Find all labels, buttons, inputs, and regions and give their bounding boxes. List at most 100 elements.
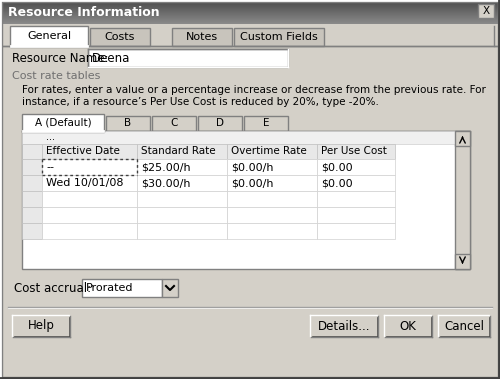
Bar xyxy=(2,22,498,23)
Text: Notes: Notes xyxy=(186,32,218,42)
Text: X: X xyxy=(482,6,490,16)
Text: Effective Date: Effective Date xyxy=(46,147,120,157)
Bar xyxy=(13,316,71,338)
Bar xyxy=(22,131,455,144)
Bar xyxy=(2,20,498,21)
Bar xyxy=(2,16,498,17)
Bar xyxy=(455,131,470,146)
Bar xyxy=(2,6,498,7)
Text: Costs: Costs xyxy=(105,32,135,42)
Bar xyxy=(22,175,42,191)
Bar xyxy=(42,191,137,207)
Text: Per Use Cost: Per Use Cost xyxy=(321,147,387,157)
Text: C: C xyxy=(170,119,177,128)
Bar xyxy=(2,10,498,11)
Text: Deena: Deena xyxy=(92,52,130,64)
Bar xyxy=(317,207,395,223)
Bar xyxy=(88,49,288,67)
Bar xyxy=(2,12,498,13)
Bar xyxy=(106,116,150,131)
Bar xyxy=(198,116,242,131)
Text: $30.00/h: $30.00/h xyxy=(141,178,190,188)
Text: D: D xyxy=(216,119,224,128)
Text: --: -- xyxy=(46,162,54,172)
Text: $0.00/h: $0.00/h xyxy=(231,178,274,188)
Bar xyxy=(12,315,70,337)
Bar xyxy=(317,223,395,239)
Bar xyxy=(2,2,498,3)
Bar xyxy=(22,131,470,269)
Bar xyxy=(384,315,432,337)
Bar xyxy=(2,5,498,6)
Text: Details...: Details... xyxy=(318,319,370,332)
Bar xyxy=(317,159,395,175)
Bar xyxy=(2,13,498,14)
Bar xyxy=(227,159,317,175)
Text: $25.00/h: $25.00/h xyxy=(141,162,190,172)
Bar xyxy=(22,114,104,132)
Bar xyxy=(42,223,137,239)
Bar xyxy=(137,191,227,207)
Bar xyxy=(22,159,42,175)
Text: instance, if a resource’s Per Use Cost is reduced by 20%, type -20%.: instance, if a resource’s Per Use Cost i… xyxy=(22,97,379,107)
Bar xyxy=(317,191,395,207)
Text: For rates, enter a value or a percentage increase or decrease from the previous : For rates, enter a value or a percentage… xyxy=(22,85,486,95)
Bar xyxy=(2,23,498,24)
Bar xyxy=(137,159,227,175)
Bar xyxy=(2,4,498,5)
Bar xyxy=(22,223,42,239)
Text: B: B xyxy=(124,119,132,128)
Bar xyxy=(227,175,317,191)
Text: Help: Help xyxy=(28,319,54,332)
Bar xyxy=(2,21,498,22)
Bar xyxy=(244,116,288,131)
Text: OK: OK xyxy=(400,319,416,332)
Bar xyxy=(478,4,494,18)
Text: E: E xyxy=(263,119,269,128)
Bar xyxy=(2,9,498,10)
Text: Resource Name:: Resource Name: xyxy=(12,52,108,64)
Text: A (Default): A (Default) xyxy=(34,117,92,127)
Bar xyxy=(42,207,137,223)
Text: Overtime Rate: Overtime Rate xyxy=(231,147,307,157)
Bar xyxy=(137,175,227,191)
Text: Resource Information: Resource Information xyxy=(8,6,160,19)
Text: $0.00: $0.00 xyxy=(321,178,352,188)
Bar xyxy=(2,19,498,20)
Text: $0.00/h: $0.00/h xyxy=(231,162,274,172)
Bar xyxy=(2,8,498,9)
Bar xyxy=(227,223,317,239)
Text: Standard Rate: Standard Rate xyxy=(141,147,216,157)
Text: ...: ... xyxy=(46,133,55,143)
Bar xyxy=(42,144,137,159)
Bar xyxy=(137,207,227,223)
Bar xyxy=(152,116,196,131)
Bar xyxy=(385,316,433,338)
Text: Cost accrual:: Cost accrual: xyxy=(14,282,91,294)
Text: Wed 10/01/08: Wed 10/01/08 xyxy=(46,178,124,188)
Bar xyxy=(137,144,227,159)
Bar xyxy=(455,131,470,269)
Text: General: General xyxy=(27,31,71,41)
Bar xyxy=(439,316,491,338)
Bar xyxy=(172,28,232,46)
Bar xyxy=(22,207,42,223)
Bar xyxy=(227,144,317,159)
Bar xyxy=(2,11,498,12)
Bar xyxy=(137,223,227,239)
Bar xyxy=(10,26,88,47)
Bar xyxy=(227,191,317,207)
Bar xyxy=(227,207,317,223)
Text: Prorated: Prorated xyxy=(86,283,134,293)
Text: $0.00: $0.00 xyxy=(321,162,352,172)
Bar xyxy=(162,279,178,297)
Bar xyxy=(317,144,395,159)
Bar xyxy=(455,254,470,269)
Text: Custom Fields: Custom Fields xyxy=(240,32,318,42)
Bar xyxy=(2,17,498,18)
Text: Cost rate tables: Cost rate tables xyxy=(12,71,101,81)
Bar xyxy=(42,159,137,175)
Bar xyxy=(2,7,498,8)
Bar xyxy=(2,3,498,4)
Bar xyxy=(2,18,498,19)
